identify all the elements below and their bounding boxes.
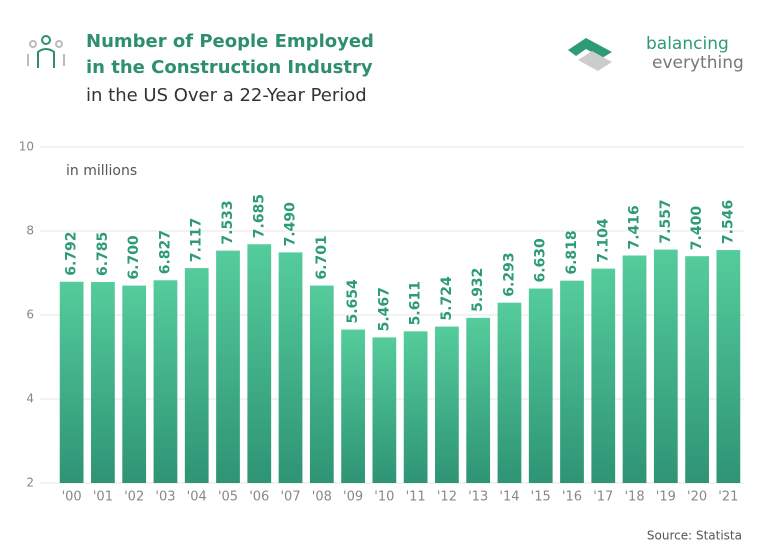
bar	[622, 255, 647, 483]
x-tick-label: '18	[624, 490, 644, 505]
value-label: 6.700	[126, 235, 142, 280]
bar	[591, 268, 616, 483]
value-label: 7.400	[689, 206, 705, 251]
bar	[466, 317, 491, 483]
chart-subtitle: in the US Over a 22-Year Period	[86, 85, 367, 106]
x-tick-label: '19	[656, 490, 676, 505]
y-tick-label: 4	[26, 392, 34, 406]
value-label: 7.490	[283, 202, 299, 247]
value-label: 6.818	[564, 230, 580, 274]
x-tick-label: '12	[437, 490, 457, 505]
value-label: 7.533	[220, 200, 236, 244]
bar	[372, 337, 397, 483]
chart-title-line2: in the Construction Industry	[86, 57, 373, 78]
bar	[435, 326, 459, 483]
brand-name: balancing	[646, 34, 729, 54]
x-tick-label: '10	[374, 490, 394, 505]
bar	[59, 281, 84, 483]
x-tick-label: '17	[593, 490, 613, 505]
value-label: 7.685	[251, 194, 267, 238]
bar	[278, 252, 303, 483]
value-label: 5.932	[470, 268, 486, 312]
x-tick-label: '00	[62, 490, 82, 505]
value-label: 7.546	[720, 200, 736, 244]
bar	[184, 268, 209, 483]
x-tick-label: '06	[249, 490, 269, 505]
bar	[497, 302, 522, 483]
value-label: 5.724	[439, 276, 455, 321]
y-tick-label: 8	[26, 224, 34, 238]
bar	[341, 329, 365, 483]
x-tick-label: '16	[562, 490, 582, 505]
value-label: 6.630	[533, 238, 549, 283]
value-label: 7.557	[658, 199, 674, 243]
bar	[91, 282, 115, 483]
x-tick-label: '15	[531, 490, 551, 505]
value-label: 7.104	[595, 218, 611, 263]
x-tick-label: '03	[155, 490, 175, 505]
bar	[403, 331, 428, 483]
bar	[309, 285, 334, 483]
bar	[685, 256, 709, 483]
brand-logo	[568, 38, 612, 71]
value-label: 6.827	[157, 230, 173, 274]
value-label: 7.416	[627, 205, 643, 249]
value-label: 5.654	[345, 279, 361, 324]
x-tick-label: '07	[280, 490, 300, 505]
x-tick-label: '11	[406, 490, 426, 505]
x-tick-label: '04	[187, 490, 207, 505]
x-tick-label: '20	[687, 490, 707, 505]
x-tick-label: '02	[124, 490, 144, 505]
x-tick-label: '21	[718, 490, 738, 505]
x-tick-label: '09	[343, 490, 363, 505]
bar	[653, 249, 678, 483]
bar	[216, 250, 240, 483]
bar	[716, 250, 741, 483]
value-label: 6.293	[501, 252, 517, 296]
icon	[27, 35, 65, 68]
y-tick-label: 2	[26, 476, 34, 490]
brand-name: everything	[652, 53, 744, 73]
bar	[247, 244, 272, 483]
value-label: 5.467	[376, 287, 392, 331]
value-label: 6.785	[95, 232, 111, 276]
value-label: 5.611	[408, 281, 424, 325]
x-tick-label: '14	[499, 490, 519, 505]
value-label: 6.701	[314, 235, 330, 279]
value-label: 6.792	[64, 231, 80, 275]
bar	[528, 288, 553, 483]
x-tick-label: '13	[468, 490, 488, 505]
bar	[153, 280, 178, 483]
x-tick-label: '08	[312, 490, 332, 505]
y-tick-label: 6	[26, 308, 34, 322]
unit-note: in millions	[66, 163, 137, 179]
x-tick-label: '05	[218, 490, 238, 505]
bar	[560, 280, 584, 483]
chart-title: Number of People Employed	[86, 31, 374, 52]
value-label: 7.117	[189, 218, 205, 262]
y-tick-label: 10	[19, 140, 34, 154]
source: Source: Statista	[647, 529, 742, 543]
x-tick-label: '01	[93, 490, 113, 505]
bar	[122, 285, 147, 483]
